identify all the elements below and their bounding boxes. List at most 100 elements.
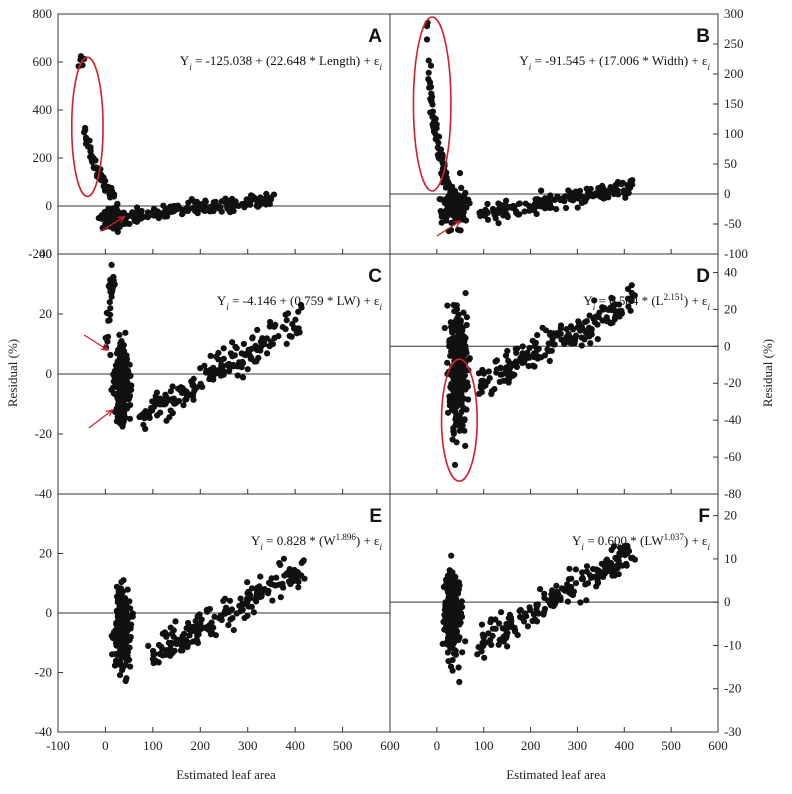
data-point (271, 334, 278, 341)
data-point (426, 79, 434, 86)
data-point (162, 391, 169, 398)
data-point (148, 404, 155, 412)
data-point (460, 213, 467, 220)
data-point (525, 363, 532, 370)
data-point (114, 228, 121, 235)
data-point (288, 333, 295, 340)
data-point (245, 346, 252, 353)
data-point (450, 301, 457, 309)
data-point (448, 552, 455, 559)
data-point (444, 618, 451, 625)
y-tick-label: 150 (724, 96, 744, 111)
y-tick-label: -80 (724, 486, 741, 501)
panel-frame (389, 253, 719, 495)
data-point (460, 405, 467, 412)
data-point (437, 146, 445, 153)
data-point (280, 555, 287, 562)
y-tick-label: 200 (724, 66, 744, 81)
data-point (444, 359, 451, 366)
data-point (486, 375, 493, 382)
data-point (629, 554, 636, 562)
data-point (194, 640, 201, 647)
data-point (160, 401, 167, 408)
data-point (505, 357, 512, 364)
data-point (112, 408, 119, 416)
data-point (126, 598, 133, 605)
data-point (594, 313, 601, 320)
annotation-arrow (83, 334, 109, 351)
data-point (562, 338, 570, 346)
data-point (183, 388, 190, 395)
data-point (459, 649, 466, 656)
data-point (126, 415, 134, 422)
data-point (207, 208, 214, 215)
data-point (495, 641, 502, 648)
y-tick-label: 800 (33, 6, 53, 21)
data-point (447, 200, 454, 207)
data-point (629, 177, 636, 184)
data-point (618, 307, 625, 314)
data-point (478, 648, 485, 655)
data-point (77, 53, 84, 60)
data-point (155, 215, 162, 222)
data-point (445, 635, 452, 642)
data-point (578, 342, 585, 349)
data-point (153, 208, 161, 216)
data-point (588, 192, 595, 199)
x-tick-label: 500 (333, 738, 353, 753)
data-point (201, 203, 208, 210)
data-point (456, 608, 463, 615)
data-point (511, 371, 518, 378)
data-point (600, 195, 607, 202)
data-point (503, 197, 510, 204)
data-point (222, 607, 229, 614)
data-point (450, 430, 457, 437)
data-point (120, 415, 128, 422)
y-tick-label: -20 (35, 426, 52, 441)
y-tick-label: 20 (724, 301, 737, 316)
data-point (625, 303, 632, 310)
y-tick-label: 200 (33, 150, 53, 165)
data-point (557, 325, 564, 332)
data-point (250, 609, 257, 616)
data-point (204, 608, 211, 615)
data-point (107, 351, 114, 359)
data-point (185, 639, 192, 647)
data-point (488, 641, 495, 649)
data-point (205, 626, 212, 633)
data-point (189, 393, 196, 400)
data-point (294, 569, 301, 576)
data-point (266, 343, 273, 350)
data-point (493, 366, 500, 373)
data-point (194, 210, 201, 217)
data-point (479, 367, 486, 375)
data-point (551, 341, 558, 348)
data-point (249, 335, 256, 342)
data-point (545, 597, 552, 604)
data-point (242, 352, 249, 359)
data-point (114, 207, 121, 214)
y-tick-label: -10 (724, 637, 741, 652)
data-point (194, 621, 201, 628)
data-point (266, 323, 273, 330)
data-point (218, 208, 225, 215)
data-point (628, 289, 635, 297)
y-tick-label: -20 (724, 375, 741, 390)
data-point (259, 341, 266, 348)
data-point (455, 664, 462, 671)
data-point (106, 299, 113, 306)
data-point (480, 634, 487, 641)
data-point (253, 598, 260, 605)
data-point (579, 569, 586, 576)
data-point (118, 603, 125, 610)
data-point (488, 388, 495, 395)
data-point (301, 575, 308, 582)
data-point (563, 326, 570, 333)
data-point (287, 573, 295, 580)
data-point (252, 342, 259, 349)
data-point (169, 649, 176, 657)
data-point (83, 136, 90, 143)
data-point (265, 579, 273, 586)
data-point (565, 576, 573, 583)
